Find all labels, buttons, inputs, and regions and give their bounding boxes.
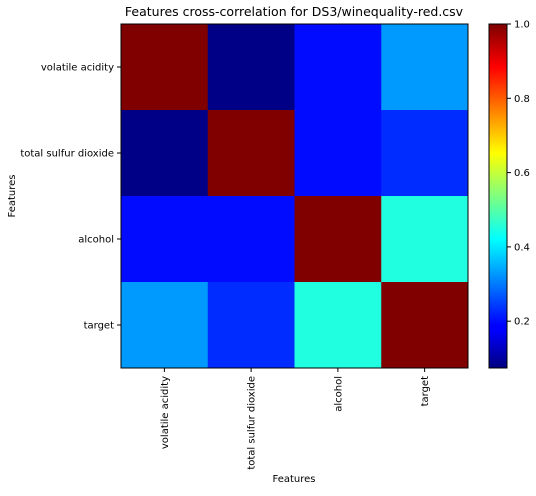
heatmap-cell [207,196,295,283]
plot-frame [120,23,469,369]
y-tick-label: target [84,321,114,332]
heatmap-cell [381,196,469,283]
y-axis-ticks: volatile acidity total sulfur dioxide alco… [20,63,121,332]
colorbar-tick-label: 0.8 [514,94,530,105]
chart-title: Features cross-correlation for DS3/wineq… [125,4,464,19]
colorbar-tick-label: 0.4 [514,242,530,253]
y-tick-label: volatile acidity [41,63,114,74]
heatmap-cell [207,110,295,197]
heatmap-cell [381,282,469,369]
colorbar-tick-label: 0.2 [514,317,530,328]
x-tick-label: target [420,376,431,406]
x-tick-label: alcohol [333,376,344,412]
colorbar-tick-label: 1.0 [514,20,530,31]
heatmap-cell [294,24,382,111]
heatmap-cell [381,24,469,111]
x-tick-label: volatile acidity [160,376,171,449]
x-axis-ticks: volatile acidity total sulfur dioxide alco… [160,368,431,470]
colorbar-ticks: 0.2 0.4 0.6 0.8 1.0 [507,20,530,328]
colorbar [488,23,508,369]
x-tick-label: total sulfur dioxide [247,376,258,470]
heatmap-cells [121,24,469,369]
y-tick-label: alcohol [78,235,114,246]
heatmap-cell [207,282,295,369]
y-axis-label: Features [7,175,18,218]
x-axis-label: Features [273,474,316,485]
heatmap-cell [294,196,382,283]
heatmap-cell [294,110,382,197]
colorbar-tick-label: 0.6 [514,168,530,179]
heatmap-cell [121,110,209,197]
heatmap-cell [207,24,295,111]
heatmap-cell [121,24,209,111]
heatmap-cell [121,196,209,283]
heatmap-cell [294,282,382,369]
heatmap-cell [381,110,469,197]
y-tick-label: total sulfur dioxide [20,149,114,160]
heatmap-cell [121,282,209,369]
